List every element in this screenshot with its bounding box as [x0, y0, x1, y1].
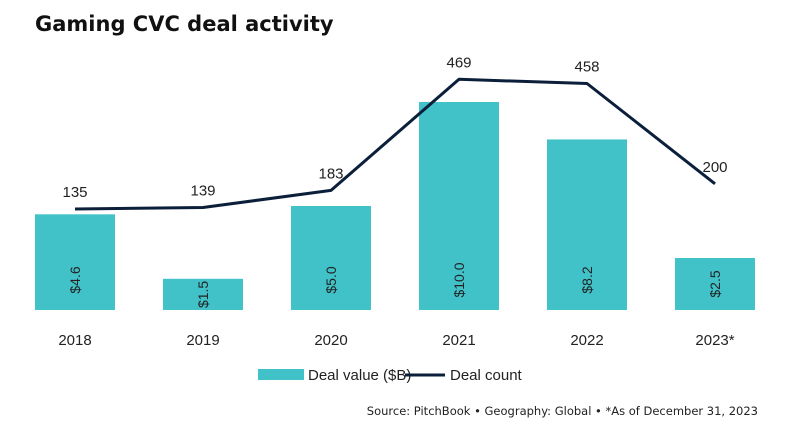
- bar-value-label: $10.0: [451, 262, 467, 297]
- bar-value-label: $8.2: [579, 266, 595, 293]
- legend-bar-label: Deal value ($B): [308, 367, 411, 384]
- line-value-label: 183: [318, 165, 343, 182]
- line-value-label: 135: [62, 184, 87, 201]
- chart-title: Gaming CVC deal activity: [35, 12, 334, 36]
- combo-chart: $4.6 $1.5 $5.0 $10.0 $8.2 $2.5 135 139 183 469 458…: [35, 54, 755, 384]
- line-value-label: 458: [574, 59, 599, 76]
- bar-value-label: $2.5: [707, 270, 723, 297]
- x-tick-label: 2023*: [695, 332, 734, 349]
- bar-2020: [291, 206, 371, 310]
- line-value-label: 469: [446, 54, 471, 71]
- bar-value-label: $4.6: [67, 266, 83, 293]
- x-tick-label: 2020: [314, 332, 347, 349]
- bar-value-label: $1.5: [195, 281, 211, 308]
- legend-line-label: Deal count: [450, 367, 523, 384]
- line-value-label: 200: [702, 159, 727, 176]
- x-tick-label: 2019: [186, 332, 219, 349]
- x-tick-label: 2022: [570, 332, 603, 349]
- legend-bar-swatch: [258, 369, 304, 380]
- deal-count-line: [74, 77, 716, 211]
- bar-value-label: $5.0: [323, 266, 339, 293]
- bar-2022: [547, 139, 627, 310]
- x-tick-label: 2018: [58, 332, 91, 349]
- bar-2021: [419, 102, 499, 310]
- line-value-label: 139: [190, 182, 215, 199]
- x-tick-label: 2021: [442, 332, 475, 349]
- bar-2023*: [675, 258, 755, 310]
- source-note: Source: PitchBook • Geography: Global • …: [366, 404, 758, 418]
- bar-2018: [35, 214, 115, 310]
- bar-2019: [163, 278, 243, 310]
